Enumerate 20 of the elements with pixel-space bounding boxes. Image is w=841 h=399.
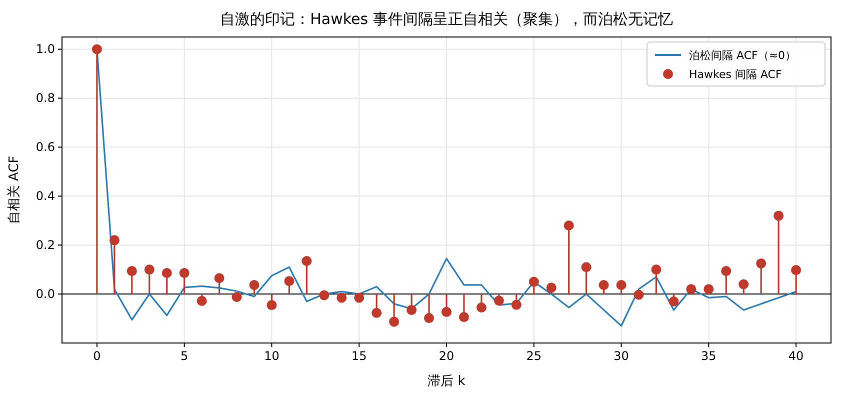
y-tick-label: 0.6 xyxy=(36,140,55,154)
y-tick-label: 1.0 xyxy=(36,42,55,56)
x-tick-label: 35 xyxy=(701,349,716,363)
chart-title: 自激的印记：Hawkes 事件间隔呈正自相关（聚集），而泊松无记忆 xyxy=(220,10,673,28)
x-tick-label: 10 xyxy=(264,349,280,363)
y-tick-label: 0.0 xyxy=(36,287,55,302)
x-axis-title: 滞后 k xyxy=(428,374,466,389)
x-tick-label: 15 xyxy=(351,349,367,363)
legend-label: 泊松间隔 ACF（≈0） xyxy=(689,49,796,62)
y-axis-title: 自相关 ACF xyxy=(7,156,22,224)
x-tick-label: 40 xyxy=(788,349,804,363)
legend-label: Hawkes 间隔 ACF xyxy=(689,68,782,81)
x-tick-label: 5 xyxy=(180,349,188,363)
y-tick-label: 0.8 xyxy=(36,91,55,106)
x-tick-label: 0 xyxy=(93,349,101,363)
y-tick-label: 0.2 xyxy=(36,238,55,252)
x-tick-label: 30 xyxy=(614,349,629,363)
x-tick-label: 25 xyxy=(526,349,542,363)
y-tick-label: 0.4 xyxy=(36,189,55,204)
x-tick-label: 20 xyxy=(438,349,454,363)
